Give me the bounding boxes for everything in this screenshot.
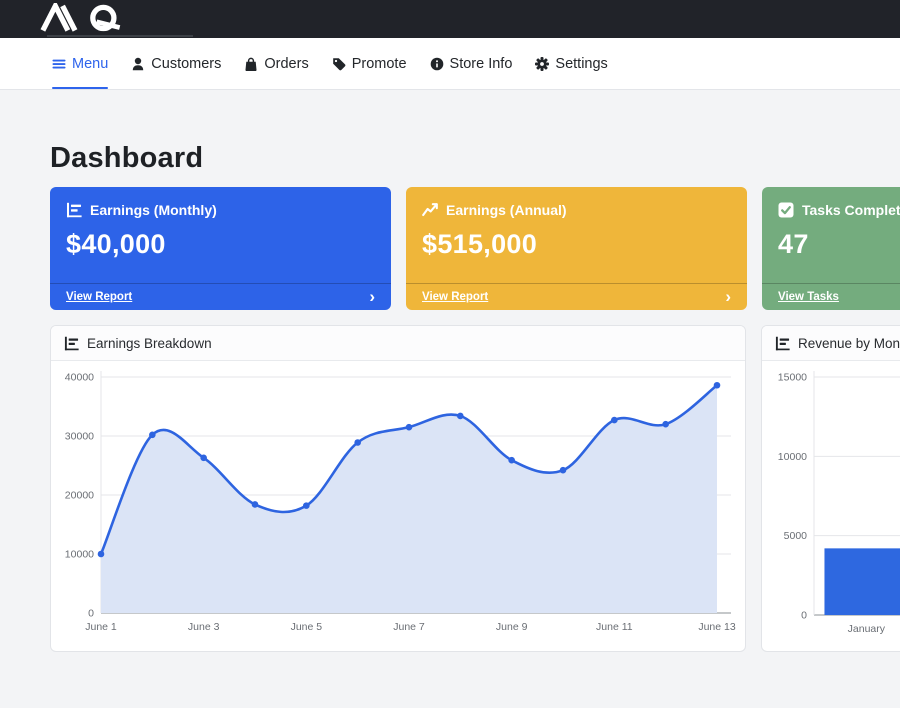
chart-card-title: Earnings Breakdown	[87, 335, 212, 351]
chart-card-header: Revenue by Month	[762, 326, 900, 361]
charts-row: Earnings Breakdown 0 10000 20000 30000 40000…	[50, 325, 900, 652]
bar-chart-icon	[66, 202, 82, 218]
gear-icon	[535, 56, 550, 71]
earnings-breakdown-card: Earnings Breakdown 0 10000 20000 30000 40000…	[50, 325, 746, 652]
chevron-right-icon: ›	[369, 286, 375, 306]
svg-text:June 5: June 5	[291, 621, 323, 633]
earnings-monthly-card: Earnings (Monthly) $40,000 View Report ›	[50, 187, 391, 310]
shopping-bag-icon	[244, 57, 258, 71]
svg-text:5000: 5000	[784, 530, 808, 542]
svg-text:June 9: June 9	[496, 621, 528, 633]
stat-card-body: Earnings (Monthly) $40,000	[50, 187, 391, 283]
svg-text:15000: 15000	[778, 372, 807, 384]
view-report-link[interactable]: View Report	[66, 291, 133, 303]
line-chart-icon	[422, 202, 438, 218]
nav-item-label: Customers	[151, 55, 222, 72]
nav-item-label: Menu	[72, 55, 109, 72]
svg-text:30000: 30000	[65, 431, 94, 443]
stat-card-value: $40,000	[66, 229, 166, 259]
chart-card-header: Earnings Breakdown	[51, 326, 745, 361]
brand-logo[interactable]	[40, 0, 136, 37]
stat-card-title-row: Earnings (Monthly)	[66, 202, 375, 218]
stat-card-value: $515,000	[422, 229, 538, 259]
stat-card-footer: View Tasks ›	[762, 283, 900, 310]
stat-card-body: Tasks Completed 47	[762, 187, 900, 283]
stat-card-footer: View Report ›	[406, 283, 747, 310]
nav-item-promote[interactable]: Promote	[332, 38, 407, 89]
bar-chart-icon	[775, 336, 790, 351]
svg-text:0: 0	[88, 608, 94, 620]
view-tasks-link[interactable]: View Tasks	[778, 291, 839, 303]
revenue-by-month-card: Revenue by Month 0 5000 10000 15000 January	[761, 325, 900, 652]
view-report-link[interactable]: View Report	[422, 291, 489, 303]
revenue-by-month-chart: 0 5000 10000 15000 January	[778, 371, 900, 635]
bar-chart-icon	[64, 336, 79, 351]
earnings-annual-card: Earnings (Annual) $515,000 View Report ›	[406, 187, 747, 310]
stat-card-title-row: Tasks Completed	[778, 202, 900, 218]
nav-item-customers[interactable]: Customers	[131, 38, 221, 89]
stat-card-title: Tasks Completed	[802, 202, 900, 218]
hamburger-icon	[52, 57, 66, 71]
nav-item-label: Promote	[351, 55, 407, 72]
svg-text:June 11: June 11	[596, 621, 633, 633]
earnings-breakdown-chart: 0 10000 20000 30000 40000 June 1 June 3 June 5 J…	[65, 371, 736, 633]
person-icon	[131, 57, 145, 71]
svg-text:40000: 40000	[65, 372, 94, 384]
svg-text:10000: 10000	[778, 451, 807, 463]
svg-text:20000: 20000	[65, 490, 94, 502]
brand-underline	[47, 35, 193, 37]
nav-item-menu[interactable]: Menu	[52, 38, 109, 89]
nav-item-label: Settings	[555, 55, 608, 72]
svg-text:June 1: June 1	[85, 621, 117, 633]
stat-card-footer: View Report ›	[50, 283, 391, 310]
chart-card-title: Revenue by Month	[798, 335, 900, 351]
svg-text:June 13: June 13	[698, 621, 736, 633]
svg-text:0: 0	[801, 610, 807, 622]
tag-icon	[332, 57, 346, 71]
brand-logo-icon	[40, 0, 121, 32]
tasks-completed-card: Tasks Completed 47 View Tasks ›	[762, 187, 900, 310]
check-square-icon	[778, 202, 794, 218]
chevron-right-icon: ›	[725, 286, 731, 306]
page-title: Dashboard	[50, 142, 204, 174]
stat-card-title: Earnings (Monthly)	[90, 202, 217, 218]
nav-item-store-info[interactable]: Store Info	[430, 38, 513, 89]
info-circle-icon	[430, 57, 444, 71]
svg-text:January: January	[848, 623, 886, 635]
stat-card-title: Earnings (Annual)	[446, 202, 567, 218]
stat-cards-row: Earnings (Monthly) $40,000 View Report ›…	[50, 187, 900, 310]
stat-card-value: 47	[778, 229, 809, 259]
main-nav: Menu Customers Orders Promote	[0, 38, 900, 90]
stat-card-title-row: Earnings (Annual)	[422, 202, 731, 218]
svg-text:June 7: June 7	[393, 621, 425, 633]
nav-item-settings[interactable]: Settings	[535, 38, 608, 89]
nav-item-label: Store Info	[449, 55, 513, 72]
nav-item-label: Orders	[264, 55, 309, 72]
top-app-bar	[0, 0, 900, 38]
svg-text:10000: 10000	[65, 549, 94, 561]
stat-card-body: Earnings (Annual) $515,000	[406, 187, 747, 283]
nav-item-orders[interactable]: Orders	[244, 38, 309, 89]
svg-text:June 3: June 3	[188, 621, 220, 633]
